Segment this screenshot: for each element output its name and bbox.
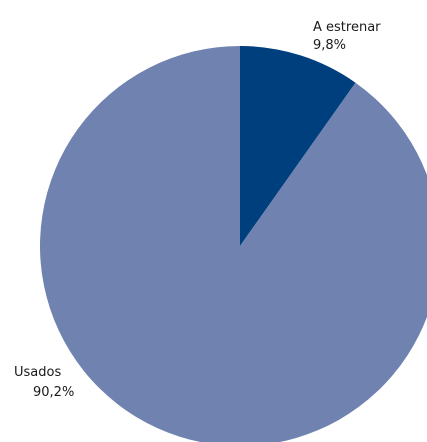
- pie-slice-a-estrenar: [240, 46, 356, 246]
- label-usados-value: 90,2%: [33, 385, 74, 400]
- label-a-estrenar: A estrenar 9,8%: [313, 20, 381, 53]
- label-usados: Usados 90,2%: [14, 365, 74, 400]
- label-usados-name: Usados: [14, 365, 61, 380]
- pie-slices: [40, 46, 427, 442]
- pie-slice-usados: [40, 46, 427, 442]
- label-a-estrenar-value: 9,8%: [313, 38, 346, 53]
- label-a-estrenar-name: A estrenar: [313, 20, 381, 35]
